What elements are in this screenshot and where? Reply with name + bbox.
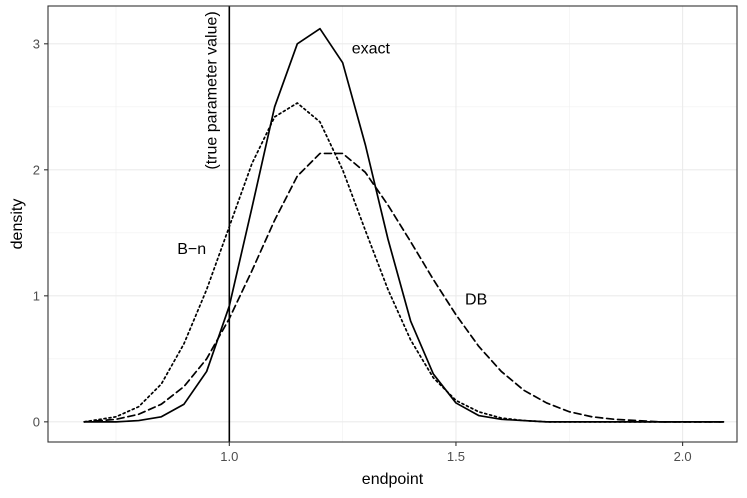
plot-panel [48,6,737,442]
y-tick-label: 2 [33,162,40,177]
y-axis-title: density [9,199,26,250]
true-value-label: (true parameter value) [203,11,220,169]
x-tick-label: 2.0 [674,449,692,464]
series-line-b-n [83,102,725,423]
x-axis-title: endpoint [362,471,424,488]
curve-label: exact [352,41,391,58]
y-tick-label: 0 [33,414,40,429]
x-tick-label: 1.0 [220,449,238,464]
x-tick-label: 1.5 [447,449,465,464]
curve-label: DB [465,291,487,308]
series-line-db [83,152,725,423]
y-tick-label: 3 [33,36,40,51]
y-tick-label: 1 [33,288,40,303]
curve-label: B−n [177,241,206,258]
panel-border [47,5,738,443]
